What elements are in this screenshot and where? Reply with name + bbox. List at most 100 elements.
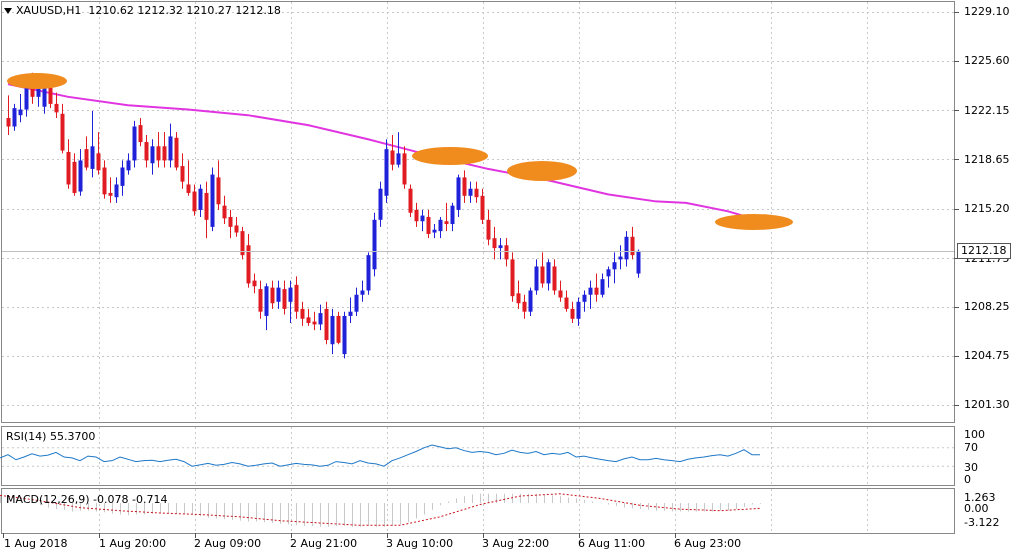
candle-body: [480, 195, 485, 220]
candle-body: [366, 255, 371, 291]
candle-body: [78, 160, 83, 192]
candle-body: [102, 167, 107, 195]
candle-body: [348, 311, 353, 316]
candle-body: [594, 287, 599, 295]
candle-body: [210, 174, 215, 227]
candle-body: [222, 205, 227, 219]
price-label: 1201.30: [964, 398, 1010, 411]
candle-body: [60, 113, 65, 151]
candle-body: [324, 308, 329, 340]
candle-body: [372, 219, 377, 270]
candle-body: [54, 103, 59, 113]
candle-body: [432, 229, 437, 233]
time-label: 6 Aug 23:00: [674, 537, 742, 550]
candle-body: [516, 293, 521, 304]
candle-body: [564, 297, 569, 309]
price-label: 1208.25: [964, 300, 1010, 313]
rsi-panel-frame: [1, 426, 955, 486]
rsi-level: 70: [964, 441, 978, 454]
candle-body: [396, 153, 401, 165]
candle-body: [96, 153, 101, 171]
candle-body: [330, 315, 335, 345]
candle-body: [408, 188, 413, 213]
candle-body: [276, 287, 281, 302]
candle-body: [246, 245, 251, 284]
candle-body: [462, 177, 467, 196]
price-label: 1204.75: [964, 349, 1010, 362]
candle-body: [252, 280, 257, 287]
candle-body: [378, 188, 383, 220]
time-label: 6 Aug 11:00: [578, 537, 646, 550]
macd-label: MACD(12,26,9) -0.078 -0.714: [6, 493, 168, 506]
candle-body: [360, 290, 365, 295]
candle-body: [534, 266, 539, 291]
candle-body: [354, 294, 359, 312]
candle-body: [474, 188, 479, 198]
candle-body: [558, 290, 563, 298]
candle-body: [576, 301, 581, 319]
candle-body: [186, 184, 191, 193]
candle-body: [42, 78, 47, 107]
swing-high-markers: [7, 73, 793, 230]
candle-body: [264, 286, 269, 316]
candle-body: [420, 215, 425, 222]
symbol-label: XAUUSD,H1: [16, 4, 82, 17]
candle-body: [162, 146, 167, 161]
candle-body: [468, 188, 473, 196]
macd-level: 1.263: [964, 491, 996, 504]
candle-body: [30, 81, 35, 97]
macd-signal-line: [0, 493, 761, 526]
candle-body: [522, 301, 527, 312]
candle-body: [48, 85, 53, 104]
candle-body: [618, 256, 623, 260]
candle-body: [234, 225, 239, 233]
candle-body: [438, 219, 443, 232]
caret-down-icon[interactable]: [4, 8, 12, 14]
candle-body: [126, 160, 131, 171]
candle-body: [144, 142, 149, 161]
chart-header: XAUUSD,H1 1210.62 1212.32 1210.27 1212.1…: [4, 4, 281, 17]
candle-body: [120, 167, 125, 186]
rsi-indicator: [0, 444, 760, 467]
current-price-tag: 1212.18: [957, 243, 1011, 259]
swing-high-ellipse: [412, 147, 488, 165]
candle-body: [204, 192, 209, 220]
candle-body: [18, 109, 23, 116]
candle-body: [228, 216, 233, 227]
candle-body: [72, 161, 77, 193]
rsi-level: 100: [964, 428, 985, 441]
candle-body: [570, 308, 575, 319]
price-label: 1215.20: [964, 202, 1010, 215]
swing-high-ellipse: [507, 161, 577, 181]
macd-level: 0.00: [964, 502, 989, 515]
candle-body: [150, 146, 155, 164]
rsi-label: RSI(14) 55.3700: [6, 430, 96, 443]
candle-body: [216, 177, 221, 205]
candle-body: [180, 166, 185, 182]
price-label: 1218.65: [964, 153, 1010, 166]
candle-body: [36, 86, 41, 97]
candle-body: [342, 315, 347, 355]
candle-body: [582, 294, 587, 302]
candle-body: [336, 315, 341, 343]
candle-body: [90, 146, 95, 169]
axis-ticks: [3, 12, 959, 538]
candle-body: [168, 136, 173, 161]
candle-body: [300, 308, 305, 319]
rsi-level: 30: [964, 461, 978, 474]
candle-body: [12, 108, 17, 127]
candle-body: [306, 317, 311, 324]
swing-high-ellipse: [7, 73, 67, 89]
candle-body: [600, 279, 605, 295]
time-label: 1 Aug 20:00: [99, 537, 167, 550]
candle-body: [492, 238, 497, 249]
macd-level: -3.122: [964, 516, 1000, 529]
time-label: 3 Aug 10:00: [386, 537, 454, 550]
candle-body: [504, 245, 509, 260]
rsi-line: [0, 444, 760, 467]
candle-body: [636, 250, 641, 274]
candle-body: [450, 205, 455, 225]
ohlc-values: 1210.62 1212.32 1210.27 1212.18: [88, 4, 281, 17]
price-label: 1225.60: [964, 54, 1010, 67]
candle-body: [624, 236, 629, 260]
